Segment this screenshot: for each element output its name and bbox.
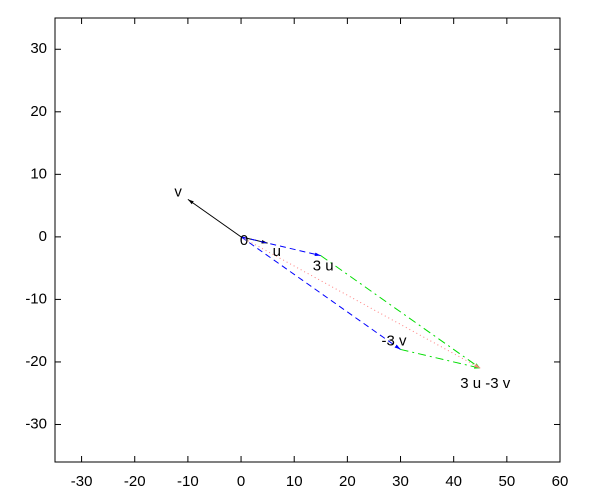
x-tick-label: 40	[445, 473, 462, 490]
point-label: 3 u	[313, 258, 334, 275]
y-tick-label: -10	[25, 290, 47, 307]
x-tick-label: -30	[71, 473, 93, 490]
vector-arrow	[400, 348, 481, 369]
y-tick-label: -20	[25, 353, 47, 370]
y-tick-label: 30	[30, 40, 47, 57]
x-tick-label: -20	[124, 473, 146, 490]
point-label: 0	[240, 232, 248, 249]
point-label: -3 v	[382, 332, 408, 349]
y-tick-label: -30	[25, 415, 47, 432]
x-tick-label: -10	[177, 473, 199, 490]
plot-frame	[54, 17, 561, 463]
point-label: 3 u -3 v	[460, 375, 511, 392]
x-tick-label: 20	[339, 473, 356, 490]
y-tick-label: 0	[39, 228, 47, 245]
y-tick-label: 10	[30, 165, 47, 182]
x-tick-label: 50	[498, 473, 515, 490]
vector-arrow	[240, 236, 481, 369]
point-label: v	[174, 183, 182, 200]
x-tick-label: 10	[286, 473, 303, 490]
x-tick-label: 0	[237, 473, 245, 490]
vector-arrow	[240, 236, 401, 350]
point-label: u	[273, 243, 281, 260]
x-tick-label: 60	[552, 473, 569, 490]
y-tick-label: 20	[30, 103, 47, 120]
vector-arrow	[187, 198, 242, 238]
vector-arrow	[240, 236, 321, 257]
x-tick-label: 30	[392, 473, 409, 490]
vector-arrow	[320, 255, 481, 369]
